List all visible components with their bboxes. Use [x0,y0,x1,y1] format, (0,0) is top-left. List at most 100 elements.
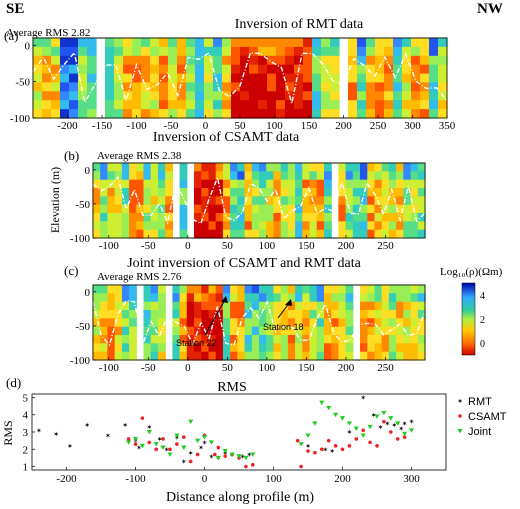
resistivity-cell [309,318,318,328]
resistivity-cell [60,38,70,48]
joint-point [243,455,249,461]
resistivity-cell [273,179,282,189]
resistivity-cell [33,64,43,75]
corner-label-nw: NW [477,1,503,17]
resistivity-cell [360,293,368,303]
resistivity-cell [331,310,339,319]
resistivity-cell [230,343,238,353]
resistivity-cell [141,38,151,48]
rmt-point: ✶ [67,442,73,450]
resistivity-cell [266,285,274,294]
x-tick-label: 0 [203,120,209,132]
resistivity-cell [222,171,231,181]
resistivity-cell [195,64,205,75]
resistivity-cell [240,91,250,101]
resistivity-cell [201,351,210,361]
resistivity-cell [222,204,231,214]
resistivity-cell [194,229,202,239]
resistivity-cell [393,55,403,66]
resistivity-cell [172,285,181,294]
resistivity-cell [87,100,97,110]
resistivity-cell [295,310,303,319]
resistivity-cell [388,221,397,231]
resistivity-cell [410,335,419,344]
resistivity-cell [204,109,214,119]
colorbar-tick-label: 4 [480,291,485,302]
resistivity-cell [331,326,339,336]
resistivity-cell [186,55,196,66]
resistivity-cell [51,38,61,48]
resistivity-cell [438,38,448,48]
resistivity-cell [309,335,318,344]
panel-a-resistivity-image [33,38,448,119]
resistivity-cell [249,109,259,119]
resistivity-cell [222,55,232,66]
resistivity-cell [381,351,390,361]
resistivity-cell [208,196,217,206]
resistivity-cell [294,46,304,57]
resistivity-cell [309,179,318,189]
resistivity-cell [396,188,404,197]
rmt-point: ✶ [384,420,390,428]
resistivity-cell [237,221,246,231]
resistivity-cell [396,229,404,239]
resistivity-cell [381,285,390,294]
resistivity-cell [168,100,178,110]
resistivity-cell [287,293,296,303]
resistivity-cell [249,100,259,110]
resistivity-cell [309,285,318,294]
rmt-point: ✶ [146,423,152,431]
resistivity-cell [165,188,173,197]
rms-x-tick-label: -200 [56,473,77,485]
resistivity-cell [259,293,267,303]
resistivity-cell [179,221,188,231]
resistivity-cell [186,351,195,361]
resistivity-cell [267,38,277,48]
resistivity-cell [345,204,354,214]
resistivity-cell [132,100,142,110]
resistivity-cell [143,293,152,303]
resistivity-cell [78,100,88,110]
csamt-point [375,444,379,448]
doi-line [32,51,448,105]
resistivity-cell [158,171,166,181]
resistivity-cell [237,343,246,353]
resistivity-cell [331,285,339,294]
resistivity-cell [179,335,188,344]
resistivity-cell [410,301,419,311]
resistivity-cell [375,64,385,75]
resistivity-cell [360,213,368,222]
resistivity-cell [244,285,253,294]
resistivity-cell [141,100,151,110]
csamt-point [147,440,152,445]
resistivity-cell [114,38,124,48]
resistivity-cell [100,229,108,239]
csamt-point [326,438,331,443]
resistivity-cell [381,335,390,344]
resistivity-cell [114,229,123,239]
panel-a-axes: -200 -150 -100 -50 0 50 100 150 200 250 300 350 0 -50… [10,37,456,132]
resistivity-cell [360,179,368,189]
resistivity-cell [396,163,404,172]
resistivity-cell [396,204,404,214]
resistivity-cell [251,310,260,319]
resistivity-cell [208,204,217,214]
rmt-point: ✶ [398,425,404,433]
resistivity-cell [141,91,151,101]
joint-point [188,419,194,425]
csamt-point [168,447,172,452]
resistivity-cell [393,82,403,92]
resistivity-cell [324,335,332,344]
resistivity-cell [393,100,403,110]
resistivity-cell [384,100,394,110]
resistivity-cell [237,301,246,311]
panel-b-letter: (b) [64,148,79,163]
resistivity-cell [121,285,130,294]
resistivity-cell [129,204,137,214]
resistivity-cell [121,179,130,189]
resistivity-cell [105,46,115,57]
resistivity-cell [194,285,202,294]
resistivity-cell [121,188,130,197]
resistivity-cell [381,310,390,319]
y-tick-label: 0 [85,287,91,299]
